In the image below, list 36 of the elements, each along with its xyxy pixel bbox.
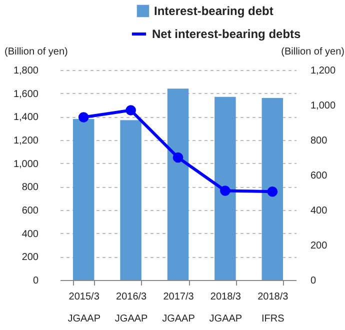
legend-label: Net interest-bearing debts — [152, 27, 302, 41]
y-tick-label: 600 — [22, 206, 39, 216]
y2-tick-label: 600 — [310, 170, 328, 182]
point — [220, 186, 230, 196]
y-tick-label: 1,200 — [13, 136, 39, 146]
y2-axis-title: (Billion of yen) — [281, 46, 344, 58]
x-tick-label: 2018/3 IFRS — [258, 292, 289, 324]
point — [267, 186, 278, 197]
bar — [262, 98, 284, 280]
y2-tick-label: 400 — [310, 206, 328, 216]
y-axis-title: (Billion of yen) — [4, 46, 68, 58]
bar — [167, 88, 189, 280]
x-tick-label: 2015/3 JGAAP — [68, 292, 101, 324]
y-tick-label: 1,000 — [13, 158, 39, 170]
point — [126, 105, 136, 116]
y2-tick-label: 1,200 — [310, 66, 336, 76]
x-tick-label: 2018/3 JGAAP — [209, 292, 242, 324]
bar — [72, 119, 94, 280]
y-tick-label: 1,800 — [13, 66, 39, 76]
y2-tick-label: 1,000 — [310, 100, 336, 112]
y-tick-label: 800 — [22, 182, 39, 194]
y-tick-label: 1,600 — [13, 88, 39, 100]
legend-label: Interest-bearing debt — [154, 4, 274, 18]
y-tick-label: 0 — [32, 276, 39, 286]
x-tick-label: 2016/3 JGAAP — [114, 292, 148, 324]
point — [78, 112, 89, 122]
y2-tick-label: 0 — [310, 276, 316, 286]
bar — [214, 96, 236, 280]
x-tick-label: 2017/3 JGAAP — [162, 292, 196, 324]
y-tick-label: 1,400 — [13, 112, 39, 124]
y-tick-label: 200 — [22, 252, 39, 264]
y2-tick-label: 800 — [310, 136, 328, 146]
y-tick-label: 400 — [22, 228, 39, 240]
bar — [120, 120, 142, 280]
point — [172, 152, 184, 163]
y2-tick-label: 200 — [310, 240, 328, 252]
